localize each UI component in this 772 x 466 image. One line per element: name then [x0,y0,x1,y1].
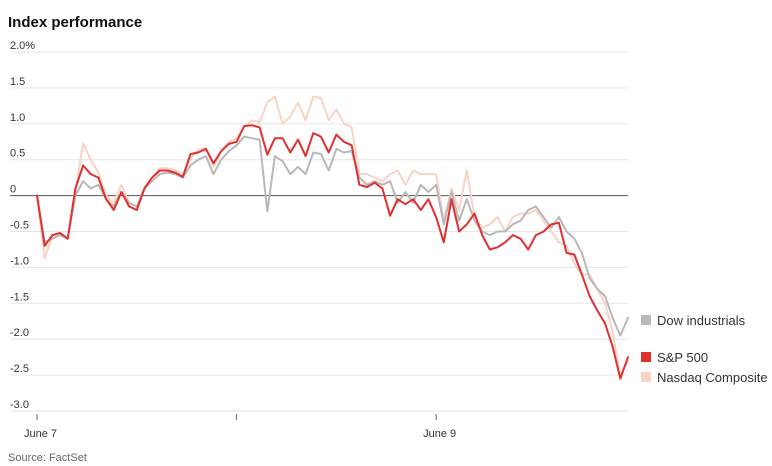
y-tick-label: -1.5 [10,291,29,303]
legend-label-s-p-500: S&P 500 [657,350,708,365]
chart-source: Source: FactSet [8,452,87,464]
legend-swatch-nasdaq-composite [641,372,651,382]
legend: Dow industrials S&P 500 Nasdaq Composite [641,313,768,385]
series-line-dow-industrials [36,135,629,337]
legend-swatch-s-p-500 [641,352,651,362]
chart-title: Index performance [8,14,142,31]
legend-label-dow-industrials: Dow industrials [657,313,746,328]
y-tick-label: -3.0 [10,399,29,411]
series-lines [36,95,629,380]
series-line-s-p-500 [36,124,629,380]
legend-label-nasdaq-composite: Nasdaq Composite [657,370,768,385]
y-tick-label: -2.5 [10,363,29,375]
y-tick-label: 1.0 [10,112,25,124]
y-tick-label: 1.5 [10,76,25,88]
y-tick-label: 0.5 [10,148,25,160]
series-line-nasdaq-composite [36,95,629,377]
y-tick-label: 2.0% [10,40,35,52]
y-tick-label: 0 [10,184,16,196]
grid [10,51,628,412]
x-tick-label: June 9 [423,428,456,440]
y-axis: 2.0% 1.5 1.0 0.5 0 -0.5 -1.0 -1.5 -2.0 -2.5 -3.0 [10,40,35,411]
y-tick-label: -2.0 [10,327,29,339]
x-axis: June 7 June 9 [24,414,456,440]
y-tick-label: -0.5 [10,220,29,232]
legend-swatch-dow-industrials [641,315,651,325]
x-tick-label: June 7 [24,428,57,440]
y-tick-label: -1.0 [10,255,29,267]
